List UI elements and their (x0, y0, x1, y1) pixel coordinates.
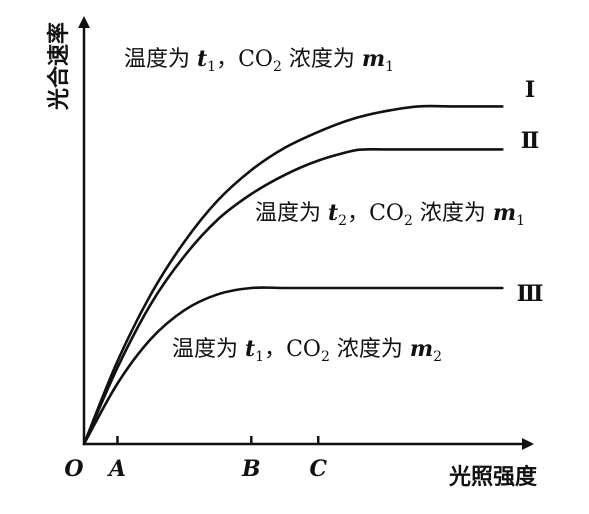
series-label-1: Ⅰ (525, 77, 535, 103)
x-axis-label: 光照强度 (448, 464, 538, 490)
curve-1 (82, 104, 504, 446)
x-tick-label-A: A (107, 456, 126, 482)
series-label-3: Ⅲ (517, 281, 544, 307)
series-label-2: Ⅱ (521, 128, 540, 154)
x-tick-label-B: B (241, 456, 261, 482)
origin-label: O (64, 456, 83, 482)
annotation-curve-3: 温度为 t1，CO2 浓度为 m2 (172, 336, 442, 365)
annotation-curve-2: 温度为 t2，CO2 浓度为 m1 (255, 200, 525, 229)
annotation-curve-1: 温度为 t1，CO2 浓度为 m1 (124, 46, 394, 75)
x-ticks: A B C (107, 436, 327, 482)
x-tick-label-C: C (309, 456, 327, 482)
y-axis-label: 光合速率 (46, 22, 72, 111)
curve-2 (82, 148, 504, 446)
curve-3 (82, 286, 504, 446)
series-curves (82, 104, 504, 446)
